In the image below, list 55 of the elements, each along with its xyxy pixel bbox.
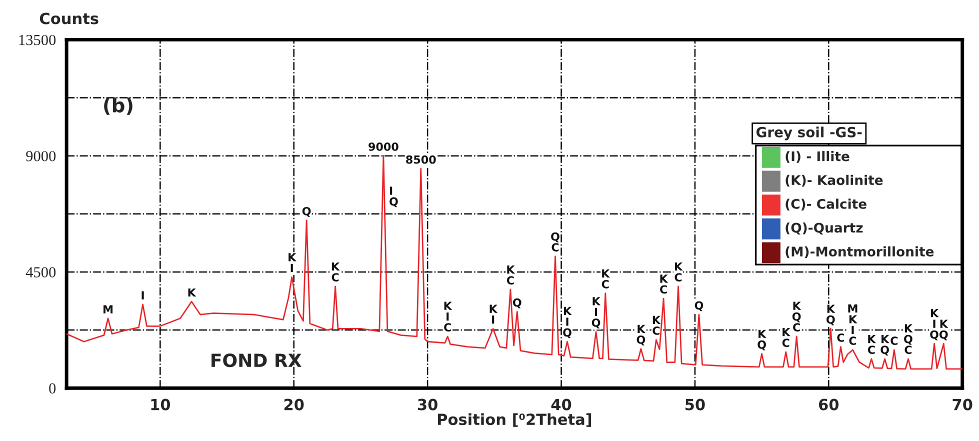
y-tick-label: 13500 (19, 34, 56, 46)
x-tick-label: 50 (686, 398, 705, 410)
x-axis-title: Position [⁰2Theta] (438, 413, 592, 427)
x-tick-label: 70 (952, 398, 972, 410)
annotation: K (188, 288, 196, 297)
annotation: K Q (826, 304, 836, 326)
annotation: M K I C (848, 304, 858, 345)
annotation: K Q (939, 320, 948, 340)
annotation: K I Q (930, 308, 939, 340)
text: Grey soil -GS- (756, 126, 862, 140)
y-axis-title: Counts (40, 12, 98, 24)
annotation: K C (332, 262, 340, 282)
annotation: K C (652, 316, 661, 335)
x-tick-label: 60 (818, 398, 839, 410)
annotation: Q (694, 301, 704, 312)
annotation: K I (490, 304, 498, 324)
category-label: (Q)-Quartz (786, 222, 863, 234)
category-label: (M)-Montmorillonite (786, 246, 934, 258)
y-tick-label: 0 (49, 383, 56, 394)
category-label: (K)- Kaolinite (786, 174, 883, 187)
annotation: K C (660, 274, 668, 294)
annotation: K I C (444, 302, 452, 332)
annotation: FOND RX (212, 354, 302, 368)
x-tick-label: 40 (551, 398, 572, 410)
annotation: C (890, 336, 898, 345)
annotation: Q C (551, 232, 560, 252)
x-tick-label: 20 (284, 398, 304, 410)
annotation: K Q (880, 334, 890, 356)
annotation: (b) (104, 98, 132, 115)
annotation: K C (868, 334, 876, 354)
category-label: (C)- Calcite (786, 198, 866, 210)
annotation: K I Q (563, 306, 572, 338)
y-tick-label: 4500 (26, 267, 56, 278)
annotation: K C (506, 266, 516, 285)
y-tick-label: 9000 (26, 150, 56, 162)
annotation: K C (674, 262, 683, 282)
annotation: C (837, 333, 844, 342)
annotation: K I Q (592, 297, 601, 328)
category-label: (I) - Illite (786, 151, 850, 163)
x-tick-label: 30 (418, 398, 438, 410)
annotation: I (142, 291, 144, 300)
annotation: K Q C (904, 324, 913, 354)
annotation: K I (288, 253, 296, 272)
annotation: Q (302, 207, 311, 217)
annotation: K Q C (792, 302, 802, 332)
annotation: 8500 (406, 155, 436, 164)
annotation: K Q (636, 324, 646, 346)
annotation: K C (782, 328, 791, 348)
annotation: K C (602, 269, 610, 288)
annotation: I Q (390, 186, 398, 208)
x-tick-label: 10 (151, 398, 170, 410)
annotation: Q (512, 298, 522, 308)
annotation: 9000 (368, 142, 398, 151)
annotation: M (104, 305, 113, 314)
annotation: K Q (758, 330, 766, 350)
